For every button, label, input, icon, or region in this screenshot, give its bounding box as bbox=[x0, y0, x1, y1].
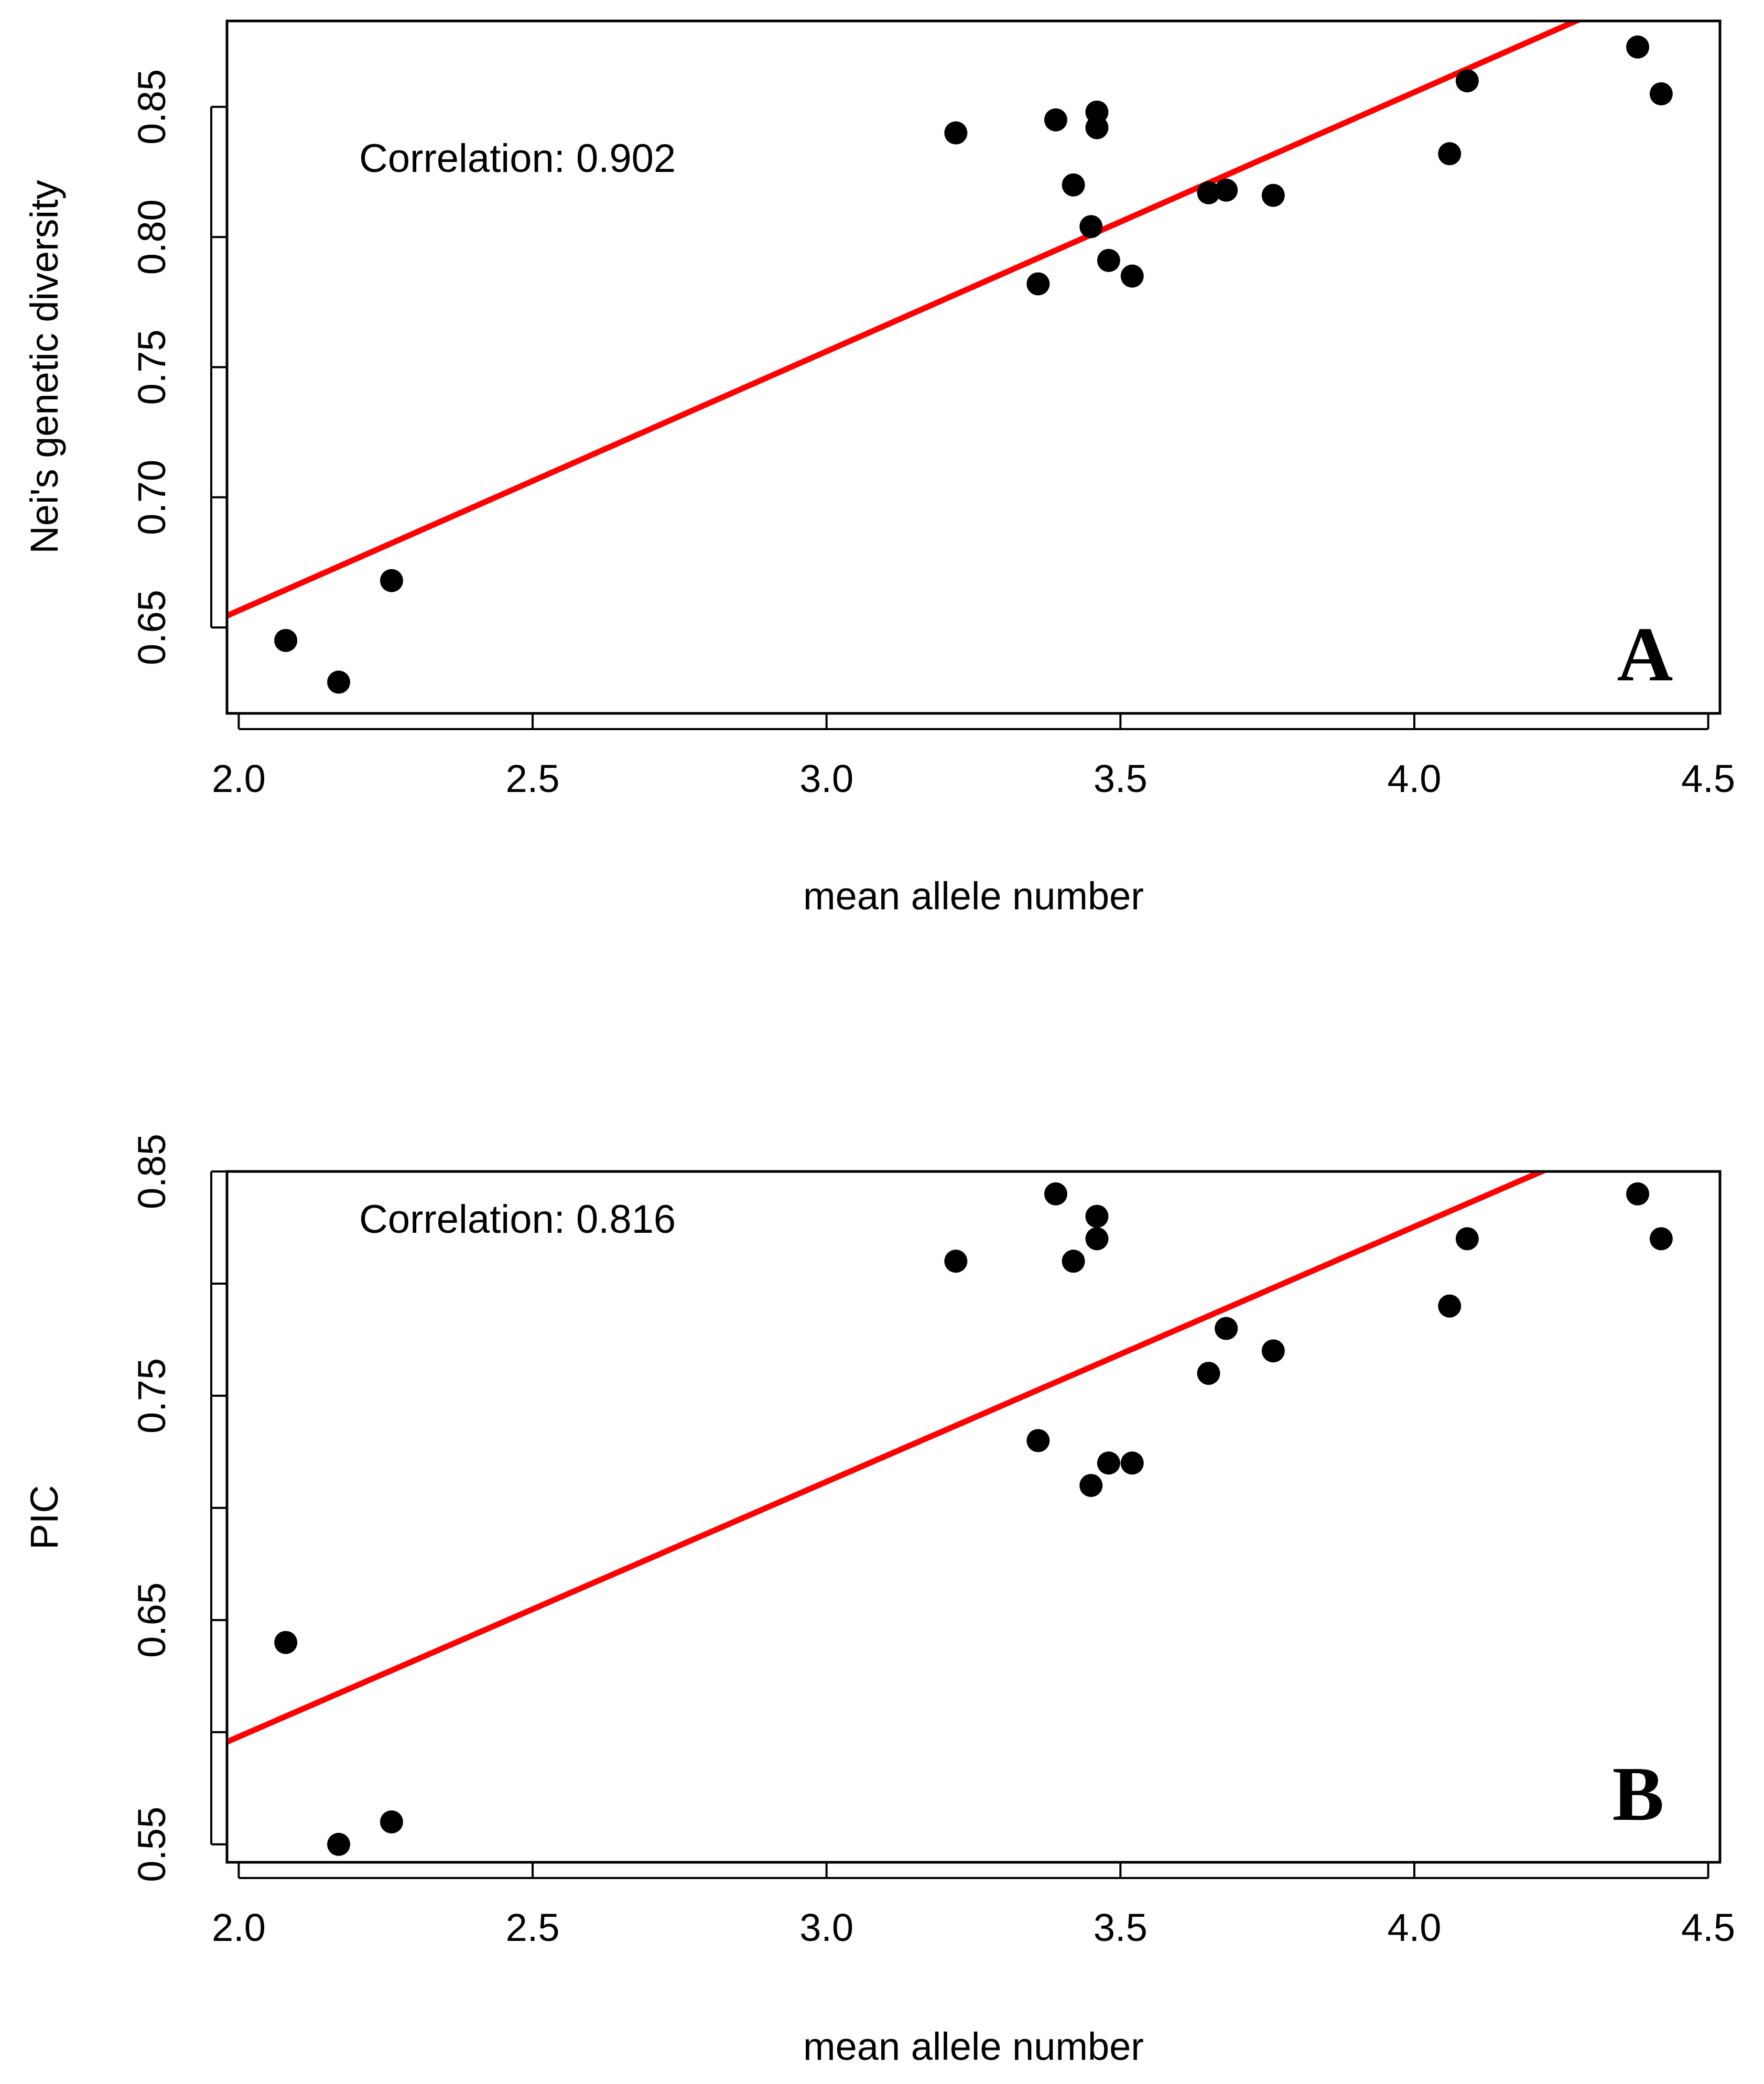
data-point bbox=[380, 569, 403, 592]
x-tick-label: 3.5 bbox=[1094, 757, 1148, 800]
panel-letter: A bbox=[1617, 612, 1673, 698]
data-point bbox=[1026, 1429, 1050, 1452]
data-point bbox=[1197, 1362, 1220, 1385]
data-point bbox=[1026, 272, 1050, 296]
data-point bbox=[1438, 142, 1462, 166]
data-point bbox=[1626, 35, 1650, 59]
data-point bbox=[1044, 108, 1067, 132]
data-point bbox=[1649, 82, 1673, 106]
data-point bbox=[327, 1832, 351, 1856]
x-tick-label: 4.5 bbox=[1681, 1906, 1735, 1949]
data-point bbox=[1197, 181, 1220, 204]
y-axis-title: Nei's genetic diversity bbox=[23, 180, 66, 553]
data-point bbox=[1120, 264, 1144, 288]
data-point bbox=[1215, 1317, 1238, 1340]
regression-line bbox=[227, 21, 1583, 618]
x-tick-label: 3.0 bbox=[799, 1906, 853, 1949]
data-point bbox=[1120, 1451, 1144, 1475]
y-tick-label: 0.55 bbox=[130, 1807, 174, 1882]
x-tick-label: 2.0 bbox=[212, 757, 266, 800]
data-point bbox=[1455, 1227, 1479, 1251]
plot-frame bbox=[225, 19, 1722, 715]
y-tick-label: 0.75 bbox=[130, 329, 174, 405]
data-point bbox=[327, 670, 351, 694]
y-tick-label: 0.65 bbox=[130, 590, 174, 665]
data-point bbox=[1097, 248, 1120, 272]
data-point bbox=[1062, 173, 1085, 197]
data-point bbox=[1455, 69, 1479, 93]
data-point bbox=[1085, 1204, 1109, 1228]
data-point bbox=[1438, 1294, 1462, 1318]
regression-line bbox=[227, 1171, 1549, 1745]
x-tick-label: 3.5 bbox=[1094, 1906, 1148, 1949]
y-tick-label: 0.75 bbox=[130, 1358, 174, 1434]
panel-letter: B bbox=[1613, 1751, 1664, 1837]
data-point bbox=[944, 121, 968, 145]
data-points bbox=[274, 35, 1673, 694]
x-tick-label: 3.0 bbox=[799, 757, 853, 800]
x-axis-title: mean allele number bbox=[803, 874, 1144, 918]
x-axis: 2.0 2.5 3.0 3.5 4.0 4.5 bbox=[212, 713, 1735, 800]
regression-line-group bbox=[227, 1171, 1549, 1745]
data-point bbox=[380, 1810, 403, 1833]
data-point bbox=[1062, 1250, 1085, 1273]
data-point bbox=[944, 1250, 968, 1273]
data-point bbox=[1079, 1474, 1103, 1497]
data-point bbox=[1085, 116, 1109, 139]
data-point bbox=[1044, 1182, 1067, 1206]
data-point bbox=[1261, 183, 1285, 207]
data-point bbox=[1649, 1227, 1673, 1251]
x-tick-label: 4.5 bbox=[1681, 757, 1735, 800]
y-tick-label: 0.80 bbox=[130, 199, 174, 275]
x-tick-label: 2.0 bbox=[212, 1906, 266, 1949]
data-point bbox=[1097, 1451, 1120, 1475]
y-axis-title: PIC bbox=[23, 1485, 66, 1549]
data-point bbox=[274, 628, 298, 652]
panel-b: 2.0 2.5 3.0 3.5 4.0 4.5 0.55 0.65 0.75 0.85 Corr… bbox=[23, 1134, 1735, 2068]
x-tick-label: 4.0 bbox=[1388, 1906, 1442, 1949]
y-tick-label: 0.65 bbox=[130, 1582, 174, 1658]
x-axis-title: mean allele number bbox=[803, 2025, 1144, 2068]
x-tick-label: 2.5 bbox=[506, 1906, 560, 1949]
regression-line-group bbox=[227, 21, 1583, 618]
correlation-annotation: Correlation: 0.816 bbox=[359, 1197, 676, 1242]
y-tick-label: 0.85 bbox=[130, 69, 174, 145]
correlation-annotation: Correlation: 0.902 bbox=[359, 136, 676, 181]
data-point bbox=[1079, 215, 1103, 238]
x-tick-label: 4.0 bbox=[1388, 757, 1442, 800]
y-axis: 0.55 0.65 0.75 0.85 bbox=[130, 1134, 227, 1882]
x-tick-label: 2.5 bbox=[506, 757, 560, 800]
data-point bbox=[274, 1631, 298, 1654]
data-points bbox=[274, 1182, 1673, 1856]
plot-frame bbox=[225, 1170, 1722, 1864]
x-axis: 2.0 2.5 3.0 3.5 4.0 4.5 bbox=[212, 1862, 1735, 1949]
data-point bbox=[1261, 1339, 1285, 1363]
y-tick-label: 0.70 bbox=[130, 460, 174, 535]
data-point bbox=[1626, 1182, 1650, 1206]
panel-a: 2.0 2.5 3.0 3.5 4.0 4.5 0.650.700.750.800.85 … bbox=[23, 19, 1735, 918]
y-axis: 0.65 0.70 0.75 0.80 0.85 bbox=[130, 69, 227, 665]
y-tick-label: 0.85 bbox=[130, 1134, 174, 1209]
data-point bbox=[1215, 178, 1238, 202]
data-point bbox=[1085, 1227, 1109, 1251]
